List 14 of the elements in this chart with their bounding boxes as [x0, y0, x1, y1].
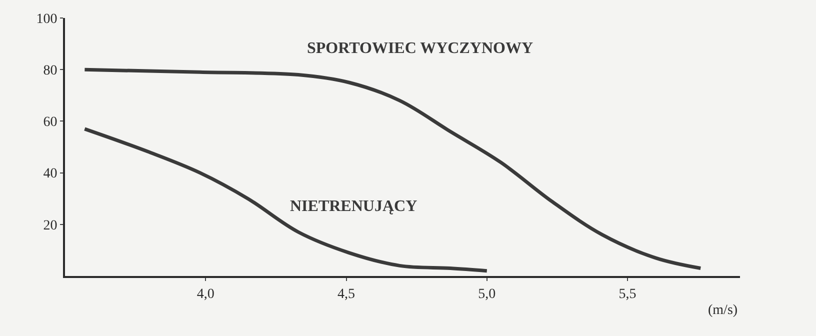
x-tick-label: 5,5 — [618, 286, 636, 302]
line-series — [82, 68, 702, 270]
y-tick-label: 40 — [43, 166, 58, 182]
x-tick-label: 4,0 — [196, 286, 214, 302]
x-axis-title: (m/s) — [708, 303, 738, 318]
x-tick-label: 4,5 — [338, 286, 355, 302]
series-label: NIETRENUJĄCY — [290, 198, 418, 215]
y-tick-label: 80 — [43, 64, 58, 78]
y-tick-label: 60 — [43, 115, 58, 130]
y-tick-label: 20 — [43, 218, 58, 234]
x-tick-label: 5,0 — [478, 286, 496, 302]
series-label: SPORTOWIEC WYCZYNOWY — [307, 40, 534, 57]
line-series — [82, 127, 489, 273]
y-tick-label: 100 — [36, 12, 58, 27]
